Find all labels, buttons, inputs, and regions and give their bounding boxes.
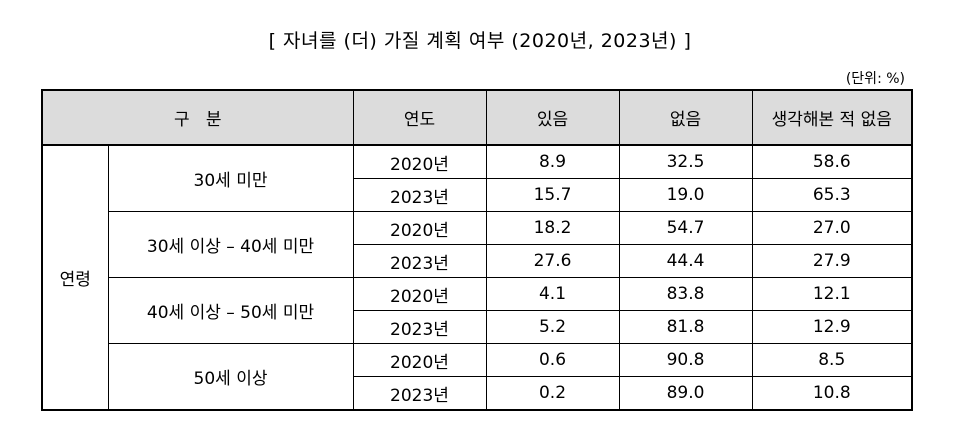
year-cell: 2020년	[352, 211, 487, 245]
no-cell: 89.0	[618, 376, 753, 411]
table-row: 2023년 27.6 44.4 27.9	[42, 244, 913, 278]
year-cell: 2020년	[352, 144, 487, 179]
never-thought-cell: 10.8	[751, 376, 913, 411]
yes-cell: 15.7	[485, 178, 620, 212]
no-cell: 90.8	[618, 343, 753, 377]
no-cell: 19.0	[618, 178, 753, 212]
yes-cell: 4.1	[485, 277, 620, 311]
age-group-label: 50세 이상	[107, 343, 354, 411]
no-cell: 54.7	[618, 211, 753, 245]
never-thought-cell: 12.1	[751, 277, 913, 311]
yes-cell: 8.9	[485, 144, 620, 179]
table-row: 2023년 5.2 81.8 12.9	[42, 310, 913, 344]
never-thought-cell: 58.6	[751, 144, 913, 179]
no-cell: 81.8	[618, 310, 753, 344]
never-thought-cell: 27.0	[751, 211, 913, 245]
group-label-age: 연령	[41, 144, 109, 411]
no-cell: 32.5	[618, 144, 753, 179]
table-row: 30세 이상 – 40세 미만 2020년 18.2 54.7 27.0	[42, 211, 913, 278]
table-row: 40세 이상 – 50세 미만 2020년 4.1 83.8 12.1	[42, 277, 913, 344]
year-cell: 2023년	[352, 310, 487, 344]
yes-cell: 18.2	[485, 211, 620, 245]
yes-cell: 27.6	[485, 244, 620, 278]
never-thought-cell: 27.9	[751, 244, 913, 278]
yes-cell: 0.2	[485, 376, 620, 411]
no-cell: 83.8	[618, 277, 753, 311]
never-thought-cell: 65.3	[751, 178, 913, 212]
year-cell: 2023년	[352, 178, 487, 212]
header-row: 구 분 연도 있음 없음 생각해본 적 없음	[41, 89, 913, 146]
unit-label: (단위: %)	[845, 71, 905, 87]
year-cell: 2020년	[352, 343, 487, 377]
year-cell: 2020년	[352, 277, 487, 311]
year-cell: 2023년	[352, 376, 487, 411]
yes-cell: 0.6	[485, 343, 620, 377]
table-title: [ 자녀를 (더) 가질 계획 여부 (2020년, 2023년) ]	[268, 30, 692, 52]
year-cell: 2023년	[352, 244, 487, 278]
never-thought-cell: 8.5	[751, 343, 913, 377]
header-never-thought: 생각해본 적 없음	[751, 89, 913, 146]
table-row: 2023년 0.2 89.0 10.8	[42, 376, 913, 411]
header-year: 연도	[352, 89, 487, 146]
data-table: 구 분 연도 있음 없음 생각해본 적 없음 연령 30세 미만 2020년 8…	[41, 89, 913, 411]
header-yes: 있음	[485, 89, 620, 146]
header-no: 없음	[618, 89, 753, 146]
table-row: 연령 30세 미만 2020년 8.9 32.5 58.6	[41, 144, 913, 411]
age-group-label: 30세 미만	[107, 144, 354, 212]
table-row: 50세 이상 2020년 0.6 90.8 8.5	[42, 343, 913, 411]
header-category: 구 분	[41, 89, 354, 146]
yes-cell: 5.2	[485, 310, 620, 344]
age-group-label: 30세 이상 – 40세 미만	[107, 211, 354, 278]
table-row: 2023년 15.7 19.0 65.3	[42, 178, 913, 212]
age-group-label: 40세 이상 – 50세 미만	[107, 277, 354, 344]
no-cell: 44.4	[618, 244, 753, 278]
never-thought-cell: 12.9	[751, 310, 913, 344]
